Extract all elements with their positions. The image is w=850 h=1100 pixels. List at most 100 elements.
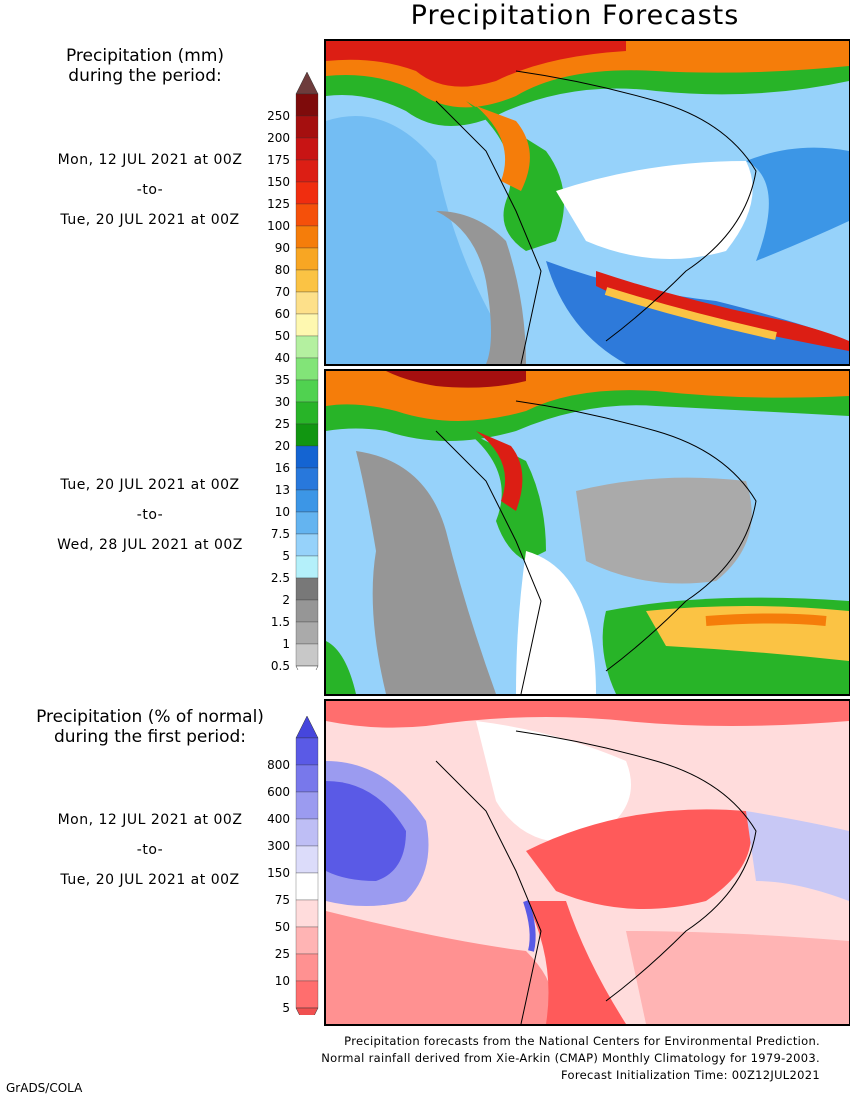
colorbar-tick-label: 125: [267, 197, 290, 211]
colorbar-tick-label: 75: [275, 893, 290, 907]
colorbar-tick-label: 1.5: [271, 615, 290, 629]
colorbar-swatch: [295, 872, 319, 901]
period2-until: Wed, 28 JUL 2021 at 00Z: [57, 537, 243, 553]
mm-colorbar: 2502001751501251009080706050403530252016…: [267, 71, 319, 670]
colorbar-tick-label: 600: [267, 785, 290, 799]
period3-until: Tue, 20 JUL 2021 at 00Z: [60, 872, 240, 888]
colorbar-tick-label: 200: [267, 131, 290, 145]
colorbar-swatch: [295, 247, 319, 271]
pct-normal-map-graphic: [326, 701, 849, 1024]
colorbar-tick-label: 10: [275, 974, 290, 988]
colorbar-tick-label: 300: [267, 839, 290, 853]
precip-map-period2-graphic: [326, 371, 849, 694]
pct-normal-map: [324, 699, 850, 1026]
credit-label: GrADS/COLA: [6, 1081, 83, 1095]
colorbar-tick-label: 35: [275, 373, 290, 387]
colorbar-tick-label: 50: [275, 329, 290, 343]
mm-legend-header-line2: during the period:: [68, 66, 222, 86]
precip-map-period1: [324, 39, 850, 366]
colorbar-tick-label: 250: [267, 109, 290, 123]
precip-map-period2: [324, 369, 850, 696]
colorbar-swatch: [295, 181, 319, 205]
pct-legend-header-line2: during the first period:: [53, 727, 247, 747]
colorbar-swatch: [295, 926, 319, 955]
colorbar-swatch: [295, 423, 319, 447]
period3-to: -to-: [136, 842, 164, 858]
colorbar-tick-label: 70: [275, 285, 290, 299]
colorbar-swatch: [295, 115, 319, 139]
colorbar-tick-label: 20: [275, 439, 290, 453]
colorbar-swatch: [295, 577, 319, 601]
colorbar-swatch: [295, 533, 319, 557]
colorbar-tick-label: 400: [267, 812, 290, 826]
colorbar-swatch: [295, 737, 319, 766]
colorbar-swatch: [295, 791, 319, 820]
colorbar-tick-label: 13: [275, 483, 290, 497]
colorbar-swatch: [295, 621, 319, 645]
mm-legend-header-line1: Precipitation (mm): [65, 46, 225, 66]
colorbar-swatch: [295, 643, 319, 667]
colorbar-tick-label: 30: [275, 395, 290, 409]
colorbar-tick-label: 1: [282, 637, 290, 651]
colorbar-swatch: [295, 291, 319, 315]
pct-colorbar: 800 600 400 300 150 75 50 25 10 5: [267, 715, 319, 1015]
colorbar-tick-label: 5: [282, 549, 290, 563]
colorbar-swatch: [295, 445, 319, 469]
colorbar-swatch: [295, 467, 319, 491]
colorbar-swatch: [295, 489, 319, 513]
period2-from: Tue, 20 JUL 2021 at 00Z: [60, 477, 240, 493]
colorbar-tick-label: 7.5: [271, 527, 290, 541]
colorbar-tick-label: 2.5: [271, 571, 290, 585]
period1-to: -to-: [136, 182, 164, 198]
colorbar-tick-label: 100: [267, 219, 290, 233]
colorbar-swatch: [295, 401, 319, 425]
period2-to: -to-: [136, 507, 164, 523]
colorbar-tick-label: 175: [267, 153, 290, 167]
colorbar-top-cap: [295, 71, 319, 95]
pct-legend-header-line1: Precipitation (% of normal): [36, 707, 264, 727]
colorbar-swatch: [295, 599, 319, 623]
colorbar-tick-label: 40: [275, 351, 290, 365]
precip-map-period1-graphic: [326, 41, 849, 364]
colorbar-tick-label: 60: [275, 307, 290, 321]
colorbar-tick-label: 0.5: [271, 659, 290, 670]
footer-line1: Precipitation forecasts from the Nationa…: [344, 1034, 820, 1048]
colorbar-tick-label: 5: [282, 1001, 290, 1015]
colorbar-swatch: [295, 93, 319, 117]
colorbar-swatch: [295, 845, 319, 874]
colorbar-swatch: [295, 555, 319, 579]
colorbar-swatch: [295, 313, 319, 337]
colorbar-tick-label: 90: [275, 241, 290, 255]
colorbar-swatch: [295, 818, 319, 847]
colorbar-tick-label: 25: [275, 947, 290, 961]
colorbar-swatch: [295, 379, 319, 403]
colorbar-tick-label: 16: [275, 461, 290, 475]
colorbar-swatch: [295, 269, 319, 293]
colorbar-tick-label: 80: [275, 263, 290, 277]
pct-legend-header: Precipitation (% of normal) during the f…: [10, 707, 290, 747]
footer-line2: Normal rainfall derived from Xie-Arkin (…: [321, 1051, 820, 1065]
period1-from: Mon, 12 JUL 2021 at 00Z: [57, 152, 243, 168]
colorbar-bottom-cap: [295, 1007, 319, 1015]
period3-from: Mon, 12 JUL 2021 at 00Z: [57, 812, 243, 828]
period1-until: Tue, 20 JUL 2021 at 00Z: [60, 212, 240, 228]
colorbar-swatch: [295, 899, 319, 928]
colorbar-swatch: [295, 137, 319, 161]
colorbar-bottom-cap: [295, 665, 319, 670]
colorbar-swatch: [295, 335, 319, 359]
page-title: Precipitation Forecasts: [410, 0, 740, 31]
colorbar-tick-label: 10: [275, 505, 290, 519]
colorbar-tick-label: 25: [275, 417, 290, 431]
colorbar-tick-label: 150: [267, 175, 290, 189]
colorbar-tick-label: 2: [282, 593, 290, 607]
footer-line3: Forecast Initialization Time: 00Z12JUL20…: [560, 1068, 820, 1082]
colorbar-tick-label: 50: [275, 920, 290, 934]
colorbar-swatch: [295, 203, 319, 227]
mm-legend-header: Precipitation (mm) during the period:: [40, 46, 250, 86]
colorbar-swatch: [295, 764, 319, 793]
colorbar-swatch: [295, 225, 319, 249]
colorbar-swatch: [295, 357, 319, 381]
footer-notes: Precipitation forecasts from the Nationa…: [120, 1033, 820, 1084]
colorbar-top-cap: [295, 715, 319, 739]
colorbar-swatch: [295, 511, 319, 535]
